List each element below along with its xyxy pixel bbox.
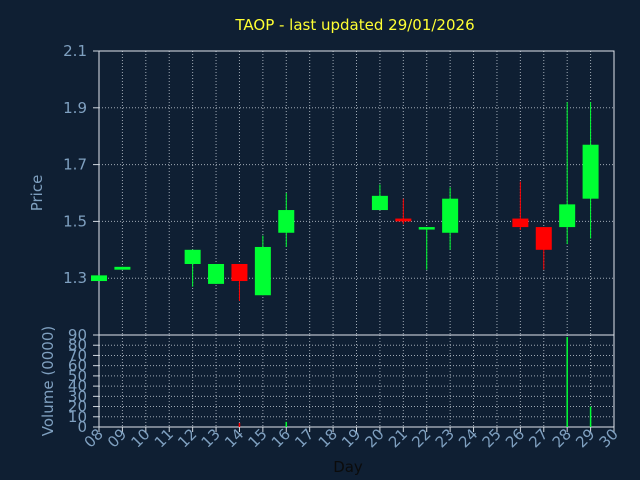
x-axis-label: Day — [333, 458, 363, 476]
x-tick-18: 18 — [315, 425, 341, 451]
x-tick-25: 25 — [479, 425, 505, 451]
x-tick-26: 26 — [502, 425, 528, 451]
candle-body-08 — [91, 275, 107, 282]
candle-28 — [559, 102, 576, 245]
x-tick-13: 13 — [198, 425, 224, 451]
x-tick-20: 20 — [362, 425, 388, 451]
x-tick-29: 29 — [572, 425, 598, 451]
volume-tick-90: 90 — [68, 326, 87, 344]
price-tick-2.1: 2.1 — [63, 42, 87, 60]
x-tick-17: 17 — [291, 425, 317, 451]
chart-title: TAOP - last updated 29/01/2026 — [234, 16, 474, 34]
candle-body-27 — [535, 227, 552, 250]
price-gridlines — [99, 51, 614, 335]
price-tick-1.3: 1.3 — [63, 269, 87, 287]
candles — [91, 102, 599, 301]
x-tick-27: 27 — [525, 425, 551, 451]
candle-26 — [512, 181, 529, 230]
candle-body-15 — [254, 246, 271, 296]
x-tick-10: 10 — [127, 425, 153, 451]
price-y-ticks: 1.3 1.5 1.7 1.9 2.1 — [63, 42, 99, 287]
volume-gridlines — [99, 335, 614, 427]
volume-bars — [238, 337, 592, 427]
candle-13 — [208, 264, 225, 284]
candle-body-26 — [512, 218, 529, 228]
volume-tick-20: 20 — [68, 398, 87, 416]
x-tick-30: 30 — [596, 425, 622, 451]
candle-20 — [371, 184, 388, 211]
x-tick-28: 28 — [549, 425, 575, 451]
candle-body-13 — [208, 264, 225, 284]
candle-21 — [395, 198, 412, 225]
candle-29 — [582, 102, 599, 239]
candle-23 — [442, 187, 459, 250]
volume-tick-30: 30 — [68, 387, 87, 405]
candle-body-09 — [114, 266, 131, 270]
volume-tick-70: 70 — [68, 346, 87, 364]
x-tick-14: 14 — [221, 425, 247, 451]
volume-tick-50: 50 — [68, 367, 87, 385]
candle-body-20 — [371, 195, 388, 211]
x-tick-19: 19 — [338, 425, 364, 451]
candle-body-29 — [582, 144, 599, 199]
volume-tick-80: 80 — [68, 336, 87, 354]
x-tick-16: 16 — [268, 425, 294, 451]
volume-tick-0: 0 — [77, 418, 87, 436]
candle-12 — [184, 249, 201, 287]
x-tick-23: 23 — [432, 425, 458, 451]
volume-tick-40: 40 — [68, 377, 87, 395]
price-tick-1.7: 1.7 — [63, 156, 87, 174]
candle-09 — [114, 266, 131, 270]
volume-axis-label: Volume (0000) — [39, 326, 57, 436]
x-tick-21: 21 — [385, 425, 411, 451]
candle-16 — [278, 193, 295, 247]
x-tick-09: 09 — [104, 425, 130, 451]
x-tick-15: 15 — [244, 425, 270, 451]
candle-15 — [254, 235, 271, 296]
volume-tick-10: 10 — [68, 408, 87, 426]
candle-body-12 — [184, 249, 201, 264]
x-tick-22: 22 — [408, 425, 434, 451]
candle-body-14 — [231, 264, 248, 282]
price-axis-label: Price — [28, 175, 46, 212]
candle-body-22 — [418, 227, 435, 230]
x-tick-11: 11 — [151, 425, 177, 451]
candle-body-16 — [278, 210, 295, 233]
candle-08 — [91, 275, 107, 282]
candle-body-28 — [559, 204, 576, 228]
x-tick-24: 24 — [455, 425, 481, 451]
candle-body-23 — [442, 198, 459, 233]
candle-body-21 — [395, 218, 412, 222]
x-axis-ticks: 0809101112131415161718192021222324252627… — [81, 425, 622, 451]
price-tick-1.9: 1.9 — [63, 99, 87, 117]
candle-27 — [535, 227, 552, 270]
price-tick-1.5: 1.5 — [63, 212, 87, 230]
volume-tick-60: 60 — [68, 357, 87, 375]
candle-22 — [418, 227, 435, 270]
candle-14 — [231, 264, 248, 301]
x-tick-12: 12 — [174, 425, 200, 451]
